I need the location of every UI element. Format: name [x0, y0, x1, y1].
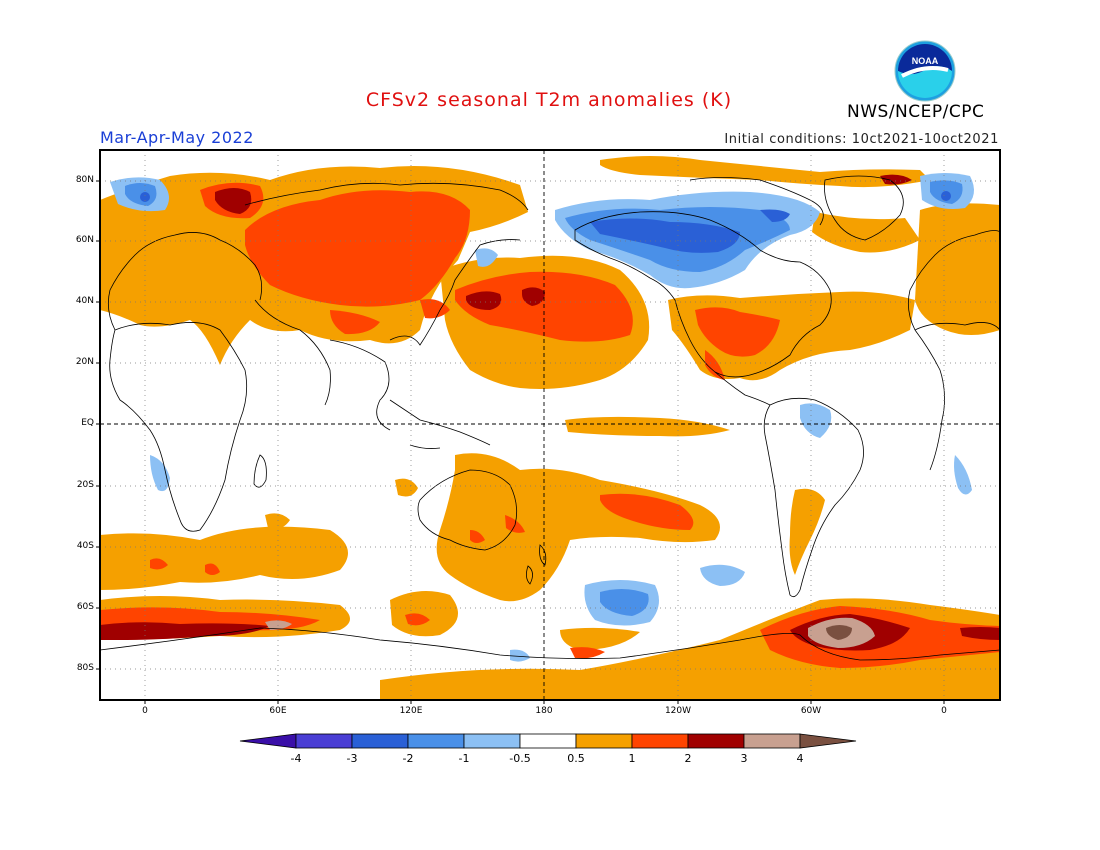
lon-label-0-right: 0	[941, 706, 947, 716]
colorbar-swatch	[407, 733, 465, 749]
lat-label-40s: 40S	[76, 541, 94, 551]
colorbar-swatch	[351, 733, 409, 749]
reference-lines	[100, 150, 1000, 700]
colorbar-label: -3	[346, 752, 358, 765]
lat-label-40n: 40N	[75, 296, 94, 306]
colorbar-swatch	[575, 733, 633, 749]
lon-label-120e: 120E	[399, 706, 423, 716]
colorbar-label: 2	[684, 752, 692, 765]
darkred-anomaly-region	[215, 174, 912, 310]
colorbar-swatch	[687, 733, 745, 749]
coastlines	[100, 175, 1000, 661]
lon-label-60e: 60E	[269, 706, 287, 716]
colorbar-swatch	[519, 733, 577, 749]
agency-label: NWS/NCEP/CPC	[847, 102, 985, 122]
colorbar-arrow-low	[239, 733, 297, 749]
lat-label-60s: 60S	[76, 602, 94, 612]
anomaly-fields	[100, 150, 1000, 700]
logo-text: NOAA	[912, 56, 939, 66]
blue-anomaly-region	[140, 191, 951, 253]
lon-label-0: 0	[142, 706, 148, 716]
season-label: Mar-Apr-May 2022	[100, 128, 254, 147]
lat-label-eq: EQ	[81, 418, 94, 428]
colorbar-label: -4	[290, 752, 302, 765]
noaa-logo-icon: NOAA	[894, 40, 956, 102]
graticule	[100, 150, 1000, 700]
colorbar-label: 3	[740, 752, 748, 765]
axis-ticks	[96, 180, 945, 704]
lat-label-80n: 80N	[75, 175, 94, 185]
colorbar-arrow-high	[799, 733, 857, 749]
lon-label-60w: 60W	[800, 706, 822, 716]
lon-label-120w: 120W	[664, 706, 692, 716]
colorbar-label: -0.5	[509, 752, 531, 765]
chart-title: CFSv2 seasonal T2m anomalies (K)	[365, 89, 733, 111]
colorbar-label: 1	[628, 752, 636, 765]
colorbar-swatch	[463, 733, 521, 749]
lon-label-180: 180	[535, 706, 553, 716]
colorbar-swatch	[631, 733, 689, 749]
lat-label-80s: 80S	[76, 663, 94, 673]
colorbar-label: -1	[458, 752, 470, 765]
colorbar-label: 4	[796, 752, 804, 765]
colorbar-swatch	[295, 733, 353, 749]
brown-anomaly-region	[826, 625, 852, 640]
initial-conditions-label: Initial conditions: 10ct2021-10oct2021	[724, 132, 999, 147]
colorbar-swatch	[743, 733, 801, 749]
lat-label-20n: 20N	[75, 357, 94, 367]
lat-label-60n: 60N	[75, 235, 94, 245]
lat-label-20s: 20S	[76, 480, 94, 490]
map-frame	[99, 149, 1001, 701]
colorbar-label: -2	[402, 752, 414, 765]
colorbar-label: 0.5	[567, 752, 585, 765]
